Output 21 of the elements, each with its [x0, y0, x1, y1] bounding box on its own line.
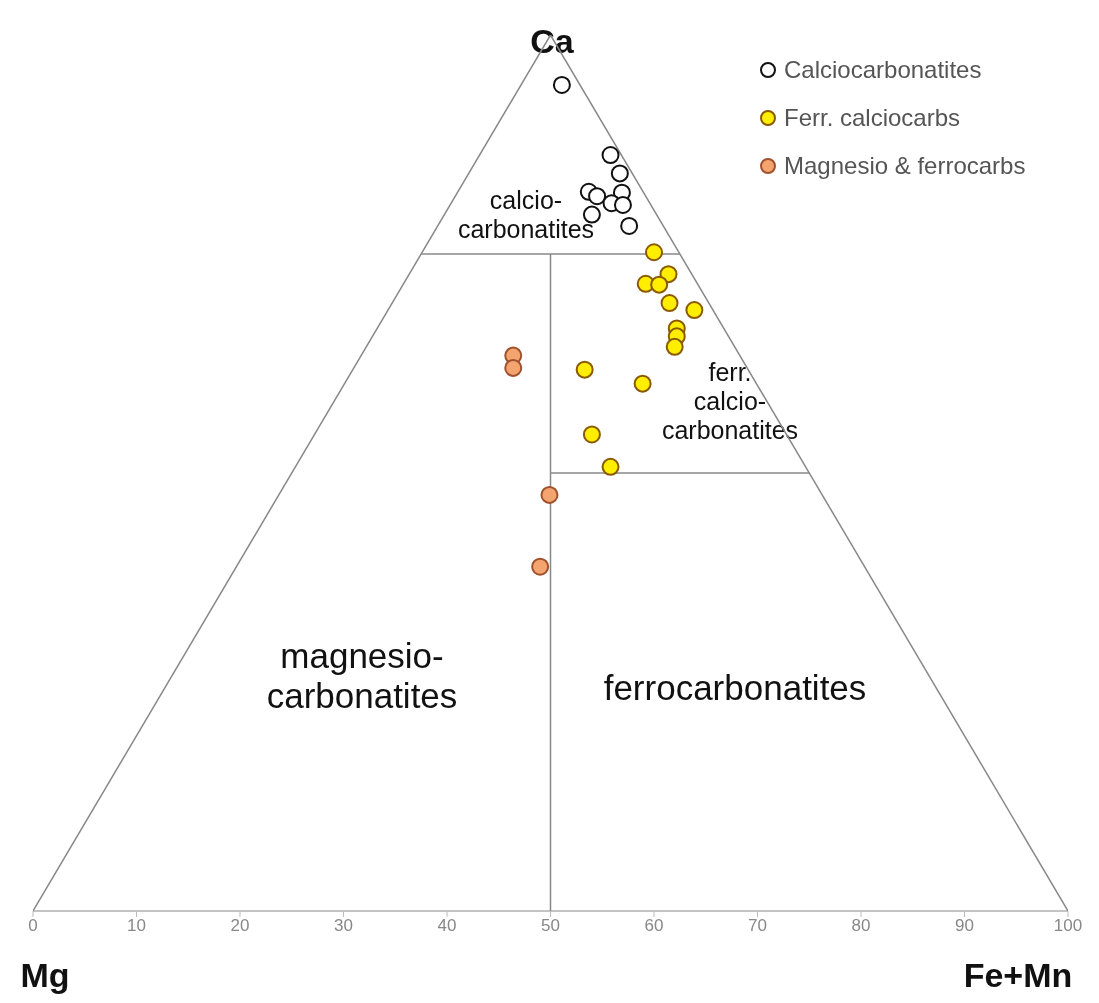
legend-label: Ferr. calciocarbs [784, 103, 961, 133]
text: Fe+Mn [963, 956, 1073, 996]
x-tick-label: 60 [644, 916, 664, 936]
legend-label: Magnesio & ferrocarbs [784, 151, 1026, 181]
x-tick-label: 30 [334, 916, 353, 936]
x-tick-label: 80 [851, 916, 871, 936]
x-tick-label: 0 [28, 916, 38, 936]
x-tick-label: 40 [437, 916, 457, 936]
annotation: calcio- carbonatites [457, 186, 595, 244]
annotation: ferrocarbonatites [603, 668, 867, 709]
x-tick-label: 20 [230, 916, 250, 936]
x-tick-label: 100 [1053, 916, 1083, 936]
x-tick-label: 90 [955, 916, 974, 936]
x-tick-label: 50 [541, 916, 560, 936]
annotation: ferr. calcio- carbonatites [661, 358, 799, 445]
x-tick-label: 70 [748, 916, 767, 936]
text: Mg [20, 956, 70, 996]
x-tick-label: 10 [127, 916, 146, 936]
legend-label: Calciocarbonatites [784, 55, 982, 85]
annotation: magnesio- carbonatites [266, 636, 458, 717]
annotation: Ca [530, 22, 574, 62]
